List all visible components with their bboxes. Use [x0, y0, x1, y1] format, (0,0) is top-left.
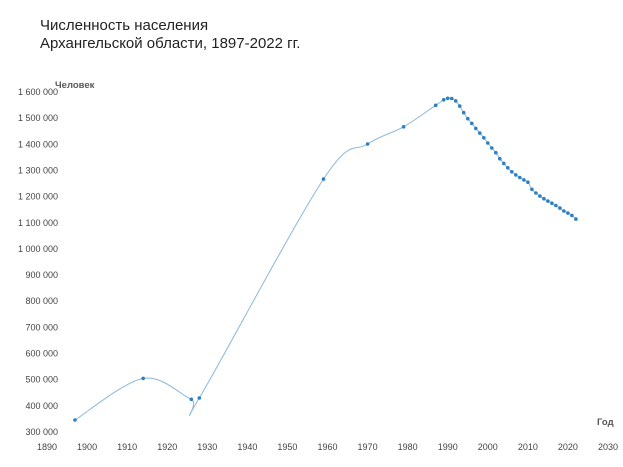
x-tick-label: 1960: [317, 442, 337, 452]
x-tick-label: 1980: [398, 442, 418, 452]
data-point-marker: [189, 397, 194, 402]
data-point-marker: [365, 142, 370, 146]
data-point-marker: [546, 199, 550, 203]
y-tick-label: 900 000: [25, 270, 58, 280]
chart-title-line-1: Численность населения: [40, 17, 209, 34]
y-tick-label: 600 000: [25, 349, 58, 359]
data-point-marker: [466, 116, 470, 121]
data-point-marker: [566, 211, 570, 215]
y-axis-label: Человек: [55, 80, 95, 91]
data-point-marker: [510, 170, 514, 174]
y-tick-label: 700 000: [25, 322, 58, 332]
data-point-marker: [141, 376, 145, 381]
data-point-marker: [554, 203, 558, 208]
data-point-marker: [73, 418, 77, 422]
y-tick-label: 500 000: [25, 375, 58, 385]
data-point-marker: [197, 396, 202, 400]
data-point-marker: [490, 146, 494, 150]
data-point-marker: [530, 187, 534, 192]
data-point-marker: [570, 213, 574, 218]
y-tick-label: 1 400 000: [18, 139, 58, 149]
data-point-marker: [482, 136, 486, 140]
data-point-marker: [562, 209, 566, 213]
data-point-marker: [445, 96, 450, 101]
y-tick-label: 1 200 000: [18, 192, 58, 202]
data-point-marker: [321, 177, 326, 181]
y-tick-label: 1 500 000: [18, 113, 58, 123]
data-point-marker: [574, 217, 578, 221]
x-tick-label: 2000: [478, 442, 498, 452]
data-point-marker: [538, 194, 542, 198]
x-tick-label: 1900: [77, 442, 97, 452]
x-tick-label: 2010: [518, 442, 538, 452]
x-tick-label: 1890: [37, 442, 57, 452]
data-point-marker: [441, 98, 446, 102]
data-point-marker: [401, 125, 406, 129]
y-tick-label: 1 600 000: [18, 87, 58, 97]
data-point-marker: [498, 156, 502, 161]
data-point-marker: [494, 150, 498, 155]
data-point-marker: [518, 175, 522, 180]
data-point-marker: [457, 104, 462, 108]
data-point-marker: [474, 126, 478, 131]
data-point-marker: [449, 96, 454, 101]
x-tick-label: 1990: [438, 442, 458, 452]
data-point-marker: [526, 180, 530, 184]
y-tick-label: 1 000 000: [18, 244, 58, 254]
x-tick-label: 1970: [358, 442, 378, 452]
y-tick-label: 1 100 000: [18, 218, 58, 228]
data-point-marker: [550, 201, 554, 205]
data-point-marker: [461, 110, 466, 115]
x-axis-label: Год: [597, 417, 614, 428]
x-tick-label: 2020: [558, 442, 578, 452]
data-point-marker: [542, 196, 546, 201]
data-point-marker: [502, 161, 506, 166]
data-point-marker: [453, 99, 458, 103]
data-point-marker: [478, 131, 482, 135]
data-point-marker: [534, 191, 538, 195]
data-point-marker: [558, 206, 562, 210]
x-tick-label: 1950: [277, 442, 297, 452]
x-tick-label: 1910: [117, 442, 137, 452]
x-tick-label: 1940: [237, 442, 257, 452]
chart-title: Численность населения Архангельской обла…: [40, 17, 300, 53]
y-tick-label: 400 000: [25, 401, 58, 411]
data-point-marker: [470, 121, 474, 126]
x-tick-label: 2030: [598, 442, 618, 452]
data-point-marker: [486, 141, 490, 145]
data-point-marker: [506, 166, 510, 170]
x-tick-label: 1920: [157, 442, 177, 452]
data-point-marker: [433, 103, 438, 108]
data-point-marker: [522, 178, 526, 182]
chart-title-line-2: Архангельской области, 1897-2022 гг.: [40, 35, 301, 52]
y-tick-label: 800 000: [25, 296, 58, 306]
x-tick-label: 1930: [197, 442, 217, 452]
population-series-line: [74, 97, 577, 421]
data-point-marker: [514, 173, 518, 177]
y-tick-label: 300 000: [25, 427, 58, 437]
y-tick-label: 1 300 000: [18, 165, 58, 175]
